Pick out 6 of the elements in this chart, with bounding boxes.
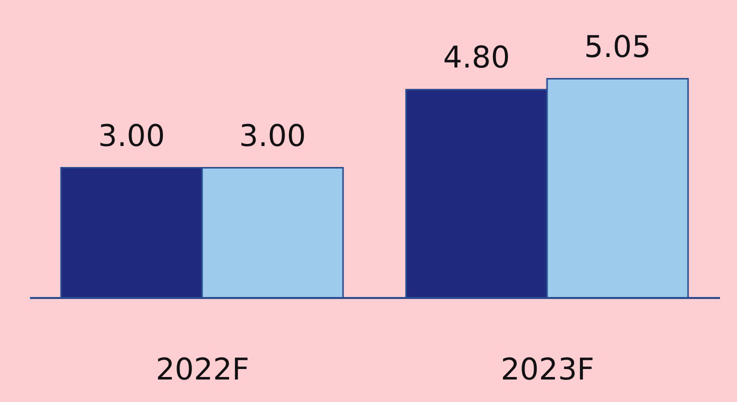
data-label: 4.80 [443,40,510,76]
data-label: 5.05 [584,30,651,65]
x-tick-label: 2023F [500,352,594,388]
x-tick-label: 2022F [156,352,250,388]
data-label: 3.00 [98,118,165,154]
data-label: 3.00 [239,118,306,154]
